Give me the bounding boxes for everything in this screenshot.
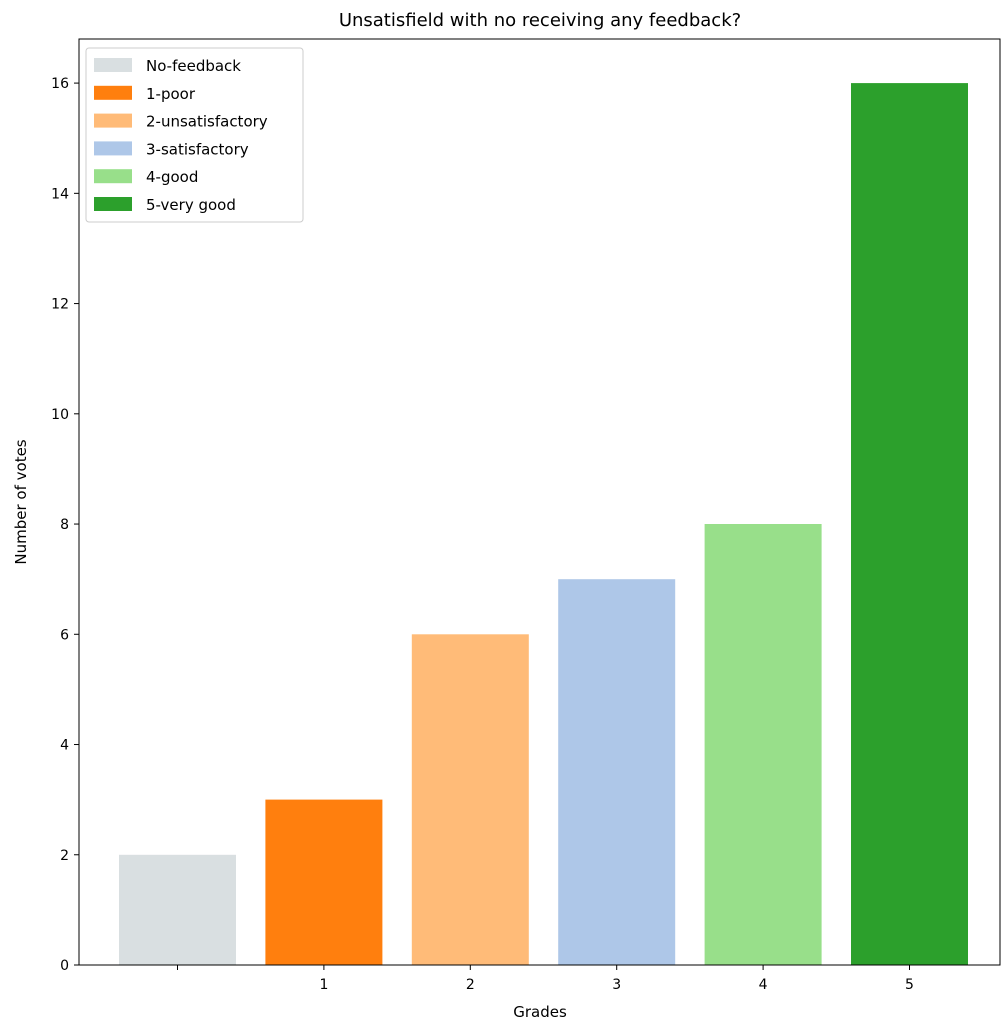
y-axis-ticks: 0 2 4 6 8 10 12 14 16 <box>51 76 79 974</box>
legend-swatch <box>94 197 132 211</box>
y-tick-label: 2 <box>60 848 69 864</box>
chart-title: Unsatisfield with no receiving any feedb… <box>339 10 741 31</box>
legend-entries: No-feedback 1-poor 2-unsatisfactory 3-satis… <box>94 57 268 214</box>
bar-1 <box>265 799 383 965</box>
legend-label: 2-unsatisfactory <box>146 113 268 131</box>
legend-box <box>85 47 304 223</box>
legend-label: 5-very good <box>146 196 236 214</box>
x-tick-label: 3 <box>612 977 621 993</box>
legend: No-feedback 1-poor 2-unsatisfactory 3-satis… <box>85 47 304 223</box>
x-axis-title: Grades <box>513 1003 567 1021</box>
x-tick-label: 2 <box>466 977 475 993</box>
legend-label: 4-good <box>146 168 198 186</box>
y-tick-label: 4 <box>60 738 69 754</box>
legend-label: No-feedback <box>146 57 241 75</box>
legend-swatch <box>94 141 132 156</box>
y-axis-title: Number of votes <box>12 439 30 564</box>
legend-swatch <box>94 58 132 72</box>
legend-swatch <box>94 169 132 184</box>
x-tick-label: 1 <box>319 977 328 993</box>
bar-2 <box>411 634 529 965</box>
bars <box>119 83 968 966</box>
bar-3 <box>558 579 676 965</box>
x-tick-label: 5 <box>905 977 914 993</box>
y-tick-label: 12 <box>51 297 69 313</box>
y-tick-label: 10 <box>51 407 69 423</box>
bar-0 <box>119 854 236 965</box>
y-tick-label: 16 <box>51 76 69 92</box>
x-tick-label: 4 <box>759 977 768 993</box>
legend-label: 3-satisfactory <box>146 140 249 158</box>
bar-4 <box>704 524 822 965</box>
bar-5 <box>851 83 968 966</box>
y-tick-label: 14 <box>51 186 69 202</box>
y-tick-label: 0 <box>60 958 69 974</box>
plot-frame <box>78 38 1001 966</box>
legend-swatch <box>94 113 132 128</box>
y-tick-label: 8 <box>60 517 69 533</box>
x-axis-ticks: 1 2 3 4 5 <box>177 965 914 993</box>
y-tick-label: 6 <box>60 627 69 643</box>
legend-label: 1-poor <box>146 85 196 103</box>
legend-swatch <box>94 85 132 100</box>
